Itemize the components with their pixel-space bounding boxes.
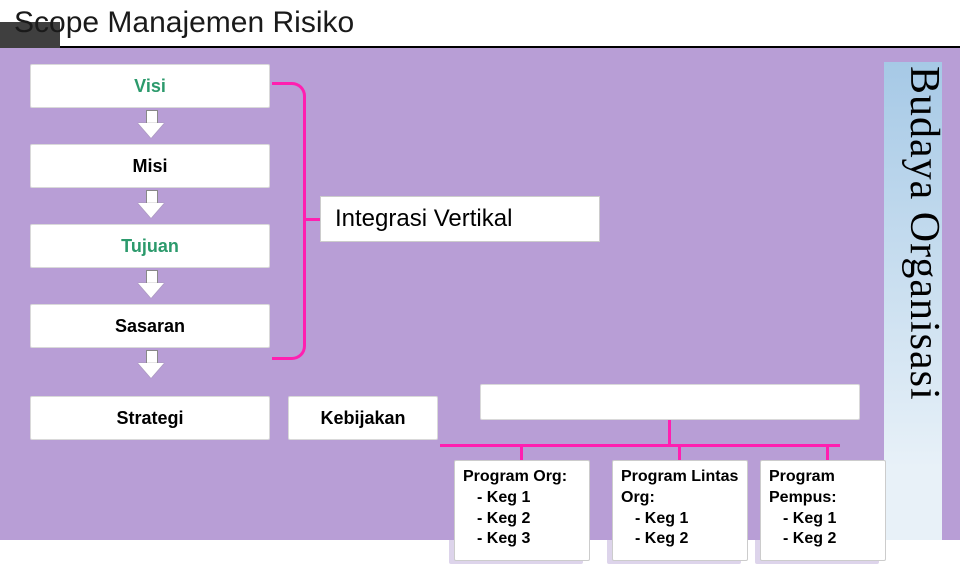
program-item: - Keg 1 (621, 509, 739, 530)
flow-box-misi: Misi (30, 144, 270, 188)
page-title: Scope Manajemen Risiko (14, 6, 354, 40)
flow-label: Tujuan (121, 236, 179, 257)
flow-label: Visi (134, 76, 166, 97)
program-title: Program Org: (463, 468, 567, 485)
box-kebijakan: Kebijakan (288, 396, 438, 440)
bracket-vertical (272, 82, 306, 360)
connector-v (826, 444, 829, 460)
flow-box-visi: Visi (30, 64, 270, 108)
flow-label: Misi (132, 156, 167, 177)
diagram-canvas: Budaya Organisasi Visi Misi Tujuan Sasar… (0, 48, 960, 540)
flow-box-tujuan: Tujuan (30, 224, 270, 268)
connector-v (520, 444, 523, 460)
program-box-pempus: Program Pempus: - Keg 1 - Keg 2 (760, 460, 886, 561)
program-item: - Keg 1 (463, 488, 581, 509)
arrow-down-icon (138, 110, 164, 138)
title-bar: Scope Manajemen Risiko (0, 0, 960, 48)
connector-h (440, 444, 840, 447)
flow-label: Strategi (116, 408, 183, 429)
program-box-org: Program Org: - Keg 1 - Keg 2 - Keg 3 (454, 460, 590, 561)
program-item: - Keg 2 (463, 509, 581, 530)
flow-box-strategi: Strategi (30, 396, 270, 440)
program-title: Program Pempus: (769, 468, 837, 506)
flow-box-sasaran: Sasaran (30, 304, 270, 348)
bracket-stub (306, 218, 320, 221)
arrow-down-icon (138, 270, 164, 298)
flow-label: Sasaran (115, 316, 185, 337)
program-title: Program Lintas Org: (621, 468, 738, 506)
program-box-lintas: Program Lintas Org: - Keg 1 - Keg 2 (612, 460, 748, 561)
blank-horizontal-box (480, 384, 860, 420)
connector-v (668, 420, 671, 444)
label-integrasi-vertikal: Integrasi Vertikal (320, 196, 600, 242)
arrow-down-icon (138, 190, 164, 218)
side-banner-label: Budaya Organisasi (900, 66, 948, 401)
kebijakan-label: Kebijakan (320, 408, 405, 429)
connector-v (678, 444, 681, 460)
arrow-down-icon (138, 350, 164, 378)
program-item: - Keg 1 (769, 509, 877, 530)
